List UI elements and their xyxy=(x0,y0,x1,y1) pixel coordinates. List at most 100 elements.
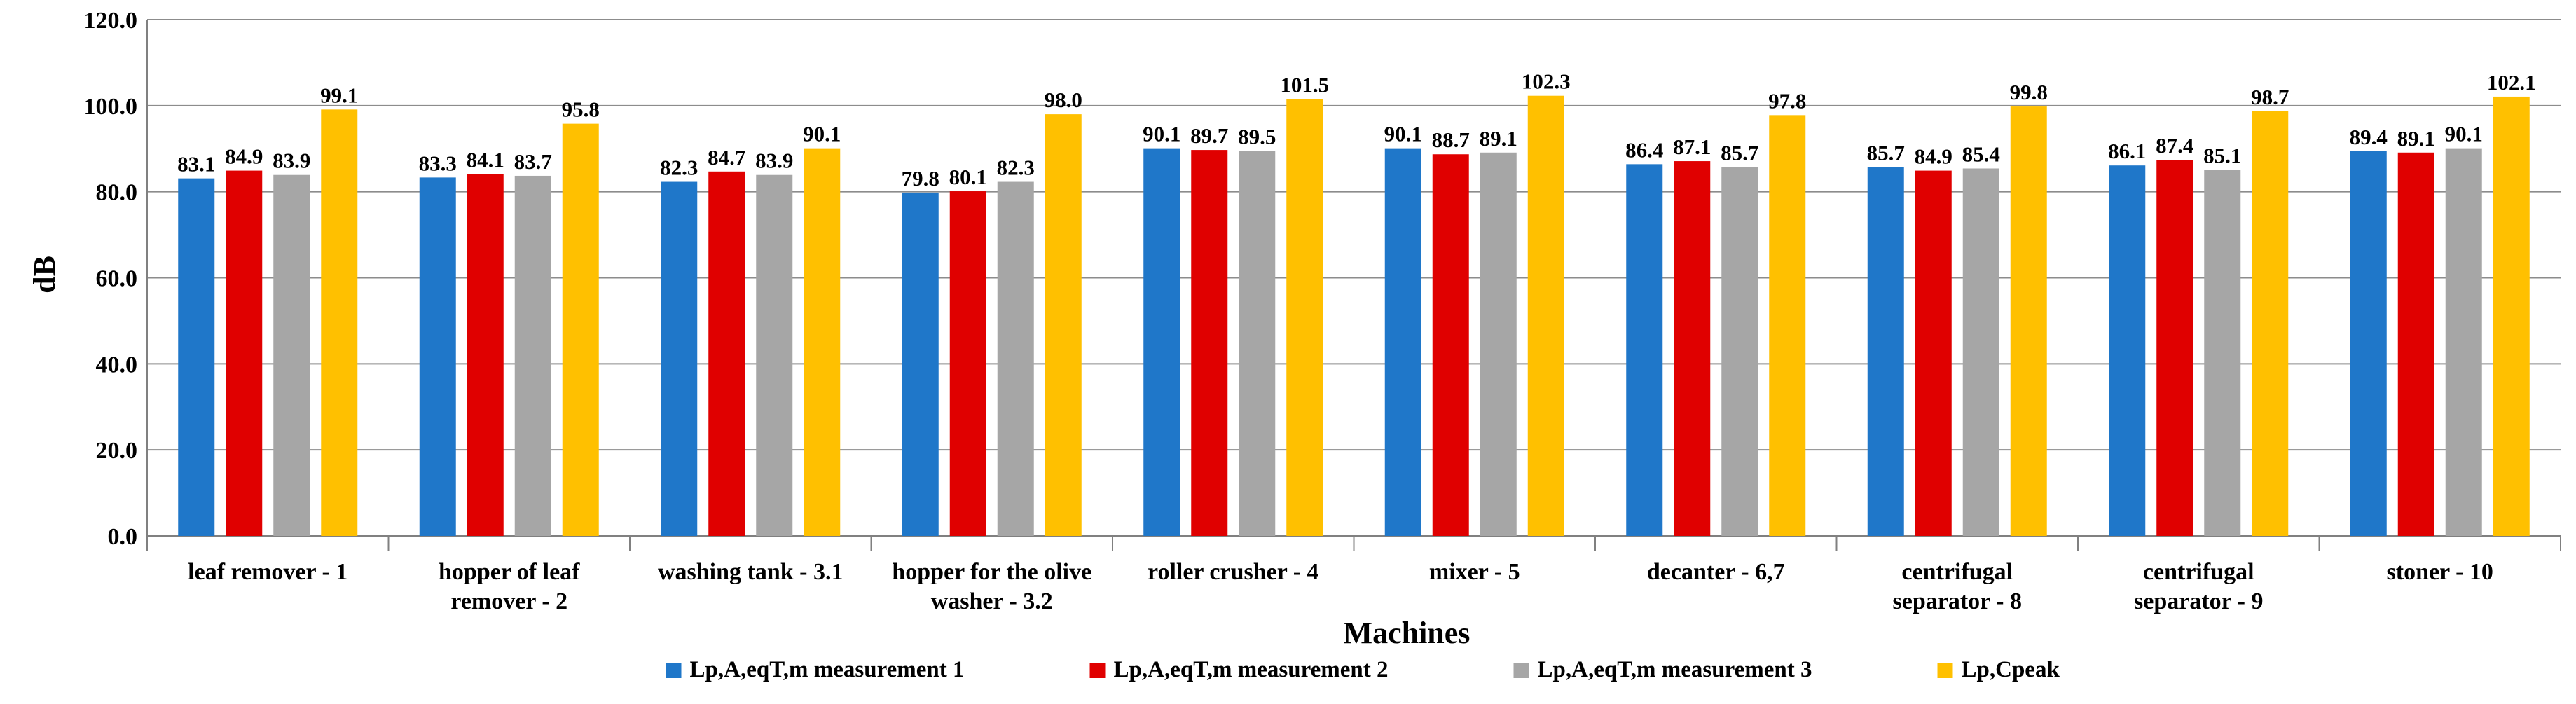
data-label: 89.1 xyxy=(1480,126,1517,151)
data-label: 89.4 xyxy=(2350,125,2388,149)
data-label: 99.8 xyxy=(2010,80,2048,104)
y-tick-label: 0.0 xyxy=(108,524,138,550)
data-label: 84.9 xyxy=(225,144,263,169)
bar xyxy=(1962,168,1999,537)
x-tick-label: mixer - 5 xyxy=(1429,559,1520,585)
data-label: 87.1 xyxy=(1673,134,1711,159)
data-label: 95.8 xyxy=(562,97,600,122)
data-label: 84.7 xyxy=(708,145,745,170)
y-tick-label: 40.0 xyxy=(96,352,138,378)
data-label: 101.5 xyxy=(1280,73,1329,97)
bar xyxy=(2252,111,2289,536)
y-tick-label: 60.0 xyxy=(96,266,138,292)
data-label: 89.1 xyxy=(2397,126,2435,151)
y-axis-title: dB xyxy=(27,256,62,294)
data-label: 89.7 xyxy=(1190,123,1228,148)
bar xyxy=(1045,114,1082,536)
y-tick-label: 80.0 xyxy=(96,180,138,206)
bar xyxy=(2445,148,2482,536)
data-label: 79.8 xyxy=(902,166,939,191)
bar xyxy=(997,181,1034,536)
bar xyxy=(1527,95,1564,536)
x-tick-label: separator - 9 xyxy=(2134,588,2263,614)
bar xyxy=(902,192,939,536)
bar xyxy=(1674,161,1711,536)
bar xyxy=(708,171,745,536)
x-tick-label: washer - 3.2 xyxy=(931,588,1053,614)
data-label: 99.1 xyxy=(320,83,358,107)
data-label: 80.1 xyxy=(949,165,987,189)
bar xyxy=(273,174,310,536)
bars xyxy=(178,95,2530,537)
data-label: 90.1 xyxy=(803,122,841,146)
data-label: 90.1 xyxy=(1384,122,1422,146)
legend-label: Lp,Cpeak xyxy=(1962,657,2060,682)
data-label: 84.9 xyxy=(1915,144,1952,169)
x-tick-label: leaf remover - 1 xyxy=(188,559,347,585)
bar xyxy=(1721,167,1758,536)
data-label: 83.9 xyxy=(755,149,793,173)
data-label: 86.1 xyxy=(2108,139,2146,163)
data-label: 85.7 xyxy=(1721,141,1758,165)
x-tick-label: decanter - 6,7 xyxy=(1647,559,1785,585)
data-labels: 83.1 84.9 83.9 99.1 83.3 84.1 83.7 95.8 82.3 84.7… xyxy=(177,69,2536,191)
bar xyxy=(2109,165,2146,536)
bar xyxy=(1286,99,1323,536)
x-tick-label: separator - 8 xyxy=(1893,588,2022,614)
bar xyxy=(562,123,599,537)
bar xyxy=(1191,150,1228,536)
data-label: 89.5 xyxy=(1238,124,1276,149)
bar xyxy=(1239,151,1276,537)
data-label: 82.3 xyxy=(660,156,698,180)
bar xyxy=(1769,115,1806,537)
bar xyxy=(2156,160,2193,537)
x-tick-label: remover - 2 xyxy=(450,588,567,614)
legend-label: Lp,A,eqT,m measurement 2 xyxy=(1114,657,1389,682)
bar xyxy=(804,148,841,536)
bar xyxy=(226,170,263,536)
data-label: 102.1 xyxy=(2487,70,2536,95)
data-label: 87.4 xyxy=(2156,133,2193,158)
data-label: 83.7 xyxy=(514,149,552,174)
bar xyxy=(1143,148,1180,536)
bar xyxy=(2010,106,2047,537)
bar xyxy=(661,181,698,536)
bar xyxy=(321,109,358,536)
bar xyxy=(1867,167,1904,536)
bar xyxy=(1432,154,1469,537)
bar xyxy=(514,175,551,536)
legend: Lp,A,eqT,m measurement 1 Lp,A,eqT,m measu… xyxy=(666,657,2060,682)
x-tick-label: hopper for the olive xyxy=(892,559,1091,585)
data-label: 83.1 xyxy=(177,152,215,177)
y-tick-label: 120.0 xyxy=(84,8,138,34)
y-tick-label: 100.0 xyxy=(84,94,138,120)
data-label: 82.3 xyxy=(997,156,1035,180)
data-label: 90.1 xyxy=(1143,122,1180,146)
x-tick-label: washing tank - 3.1 xyxy=(658,559,843,585)
legend-label: Lp,A,eqT,m measurement 3 xyxy=(1538,657,1812,682)
data-label: 84.1 xyxy=(467,147,504,172)
gridlines xyxy=(147,19,2561,537)
legend-swatch xyxy=(666,663,682,678)
data-label: 102.3 xyxy=(1522,69,1571,94)
legend-swatch xyxy=(1089,663,1106,678)
legend-swatch xyxy=(1513,663,1529,678)
bar xyxy=(1384,148,1421,536)
bar xyxy=(1626,164,1663,537)
x-axis-title: Machines xyxy=(1344,616,1470,650)
bar xyxy=(419,177,456,536)
x-tick-label: roller crusher - 4 xyxy=(1148,559,1319,585)
data-label: 88.7 xyxy=(1432,127,1470,152)
bar xyxy=(2350,151,2387,536)
legend-swatch xyxy=(1937,663,1953,678)
x-tick-label: hopper of leaf xyxy=(439,559,580,585)
data-label: 90.1 xyxy=(2445,122,2483,146)
data-label: 83.9 xyxy=(273,149,310,173)
bar xyxy=(1480,152,1517,537)
data-label: 98.0 xyxy=(1045,88,1082,112)
data-label: 85.4 xyxy=(1962,142,2000,167)
bar xyxy=(949,191,986,536)
bar xyxy=(2204,170,2241,536)
